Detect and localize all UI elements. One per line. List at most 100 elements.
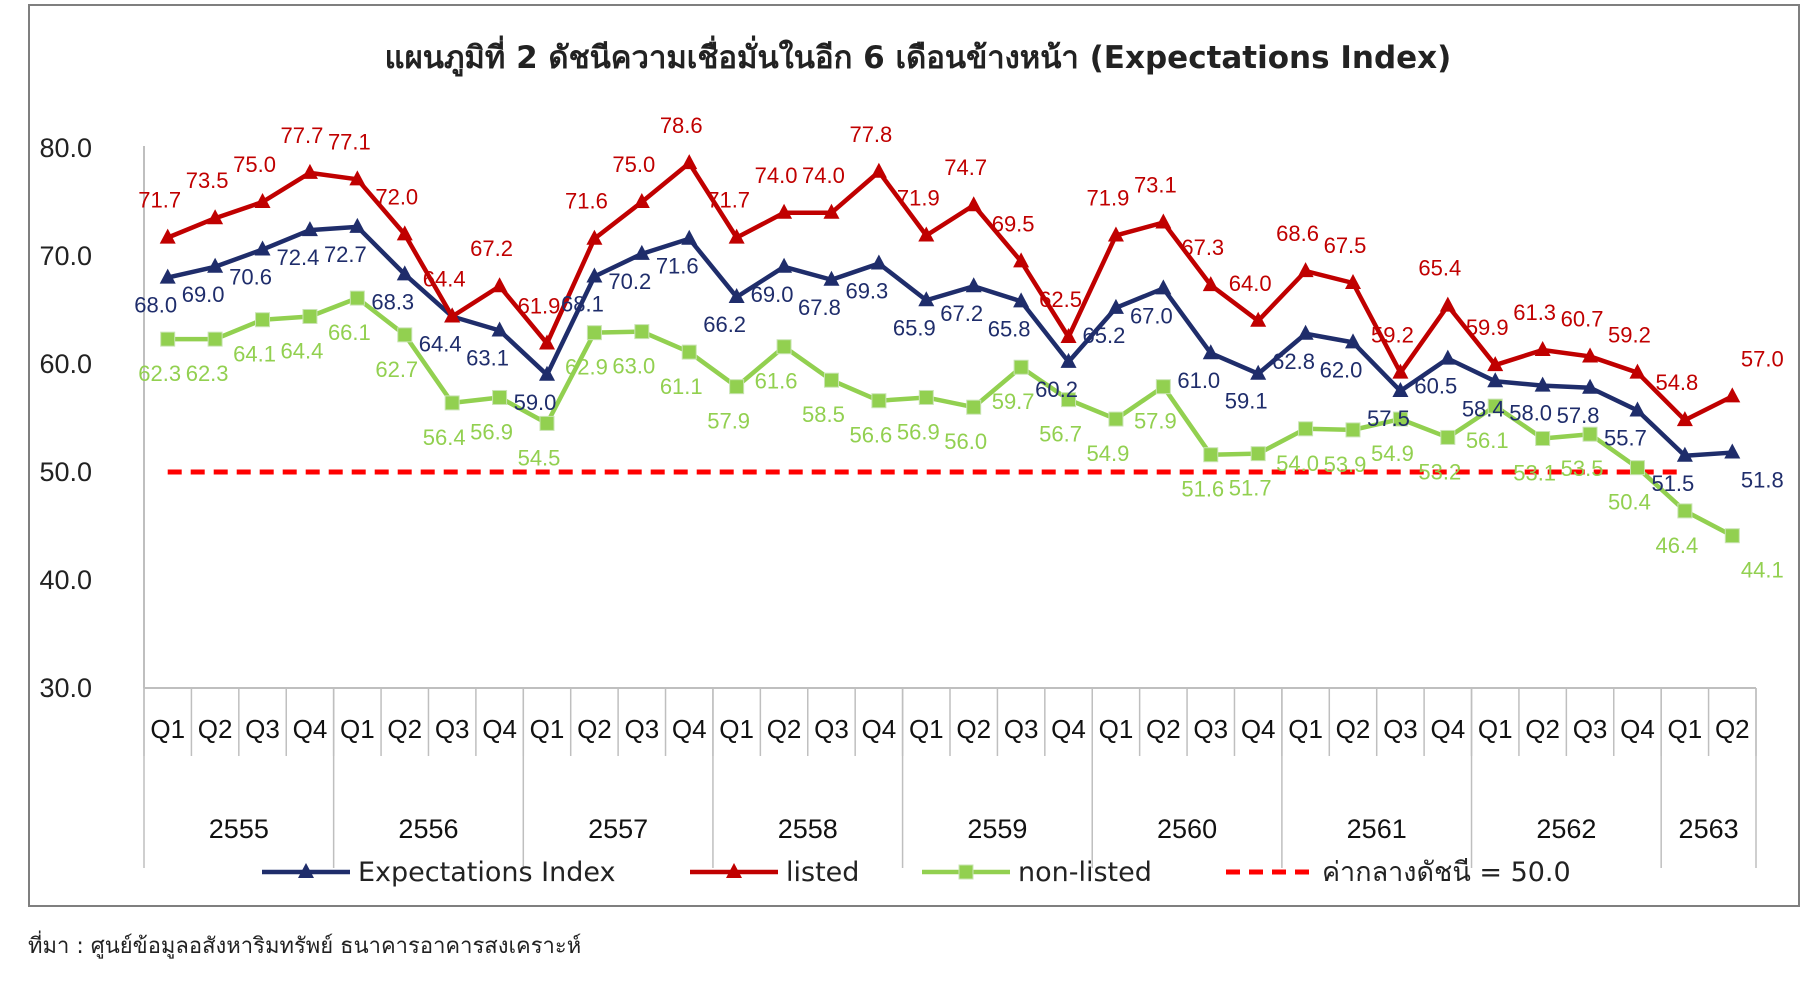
point-marker: [1107, 298, 1124, 314]
data-label: 67.5: [1324, 233, 1367, 258]
data-label: 68.0: [134, 293, 177, 318]
axes: 30.0 40.0 50.0 60.0 70.0 80.0 Q1 Q2 Q3 Q4 Q1 Q2 Q3 Q4…: [39, 133, 1757, 868]
data-label: 62.5: [1039, 287, 1082, 312]
data-labels: 62.3 62.364.1 64.466.162.756.4 56.954.562.9…: [134, 113, 1783, 583]
chart: แผนภูมิที่ 2 ดัชนีความเชื่อมั่นในอีก 6 เ…: [39, 35, 1783, 888]
data-label: 59.9: [1466, 315, 1509, 340]
point-marker: [965, 277, 982, 293]
point-marker: [1440, 429, 1456, 445]
series-line: [166, 160, 1734, 423]
data-label: 50.4: [1608, 490, 1651, 515]
point-marker: [301, 221, 318, 237]
data-label: 54.8: [1655, 370, 1698, 395]
quarter-label: Q4: [672, 714, 707, 744]
quarter-label: Q1: [1668, 714, 1703, 744]
point-marker: [1013, 252, 1030, 268]
data-label: 46.4: [1655, 533, 1698, 558]
data-label: 74.0: [802, 163, 845, 188]
quarter-label: Q4: [862, 714, 897, 744]
point-marker: [1677, 503, 1693, 519]
quarter-label: Q1: [719, 714, 754, 744]
data-label: 64.4: [423, 266, 466, 291]
series-line: [167, 224, 1733, 459]
data-label: 57.5: [1367, 406, 1410, 431]
point-marker: [444, 307, 461, 323]
data-label: 54.0: [1276, 451, 1319, 476]
quarter-label: Q2: [1336, 714, 1371, 744]
data-label: 72.4: [277, 245, 320, 270]
data-label: 65.4: [1418, 256, 1461, 281]
quarter-label: Q3: [245, 714, 280, 744]
data-label: 68.1: [561, 292, 604, 317]
quarter-label: Q1: [1099, 714, 1134, 744]
year-label: 2556: [398, 814, 458, 844]
point-marker: [918, 226, 935, 242]
point-marker: [1203, 447, 1219, 463]
data-label: 71.9: [897, 185, 940, 210]
data-label: 59.1: [1225, 389, 1268, 414]
point-marker: [965, 196, 982, 212]
point-marker: [633, 193, 650, 208]
quarter-label: Q3: [435, 714, 470, 744]
data-label: 75.0: [233, 152, 276, 177]
data-label: 59.2: [1608, 323, 1651, 348]
legend-item: ค่ากลางดัชนี = 50.0: [1226, 857, 1571, 888]
data-label: 51.6: [1181, 477, 1224, 502]
legend-label: ค่ากลางดัชนี = 50.0: [1322, 857, 1571, 888]
data-label: 65.8: [988, 316, 1031, 341]
point-marker: [1724, 387, 1741, 403]
data-label: 44.1: [1741, 558, 1784, 583]
point-marker: [207, 257, 224, 273]
data-label: 67.8: [798, 295, 841, 320]
quarter-label: Q4: [1241, 714, 1276, 744]
series-2: [160, 290, 1740, 544]
data-label: 61.1: [660, 374, 703, 399]
data-label: 74.7: [944, 155, 987, 180]
point-marker: [160, 331, 176, 347]
quarter-label: Q1: [909, 714, 944, 744]
point-marker: [1202, 276, 1219, 292]
data-label: 56.4: [423, 425, 466, 450]
data-label: 56.0: [944, 429, 987, 454]
point-marker: [1582, 426, 1598, 442]
data-label: 56.9: [470, 419, 513, 444]
data-label: 77.8: [849, 122, 892, 147]
point-marker: [1013, 292, 1030, 308]
data-label: 72.0: [375, 184, 418, 209]
series-0: [159, 217, 1741, 462]
legend-label: listed: [786, 857, 859, 888]
data-label: 68.3: [371, 289, 414, 314]
point-marker: [1487, 356, 1504, 372]
quarter-label: Q2: [767, 714, 802, 744]
y-tick-label: 30.0: [39, 673, 92, 703]
point-marker: [1297, 262, 1314, 278]
point-marker: [298, 863, 314, 878]
data-label: 56.6: [849, 423, 892, 448]
point-marker: [870, 162, 887, 178]
point-marker: [1250, 311, 1267, 327]
data-label: 71.7: [138, 188, 181, 213]
point-marker: [1487, 372, 1504, 388]
point-marker: [726, 863, 742, 878]
quarter-label: Q3: [1383, 714, 1418, 744]
data-label: 54.9: [1087, 441, 1130, 466]
point-marker: [539, 415, 555, 431]
point-marker: [1392, 363, 1409, 379]
point-marker: [255, 312, 271, 328]
quarter-label: Q3: [814, 714, 849, 744]
point-marker: [729, 379, 745, 395]
point-marker: [396, 225, 413, 241]
data-label: 55.7: [1604, 425, 1647, 450]
year-label: 2561: [1347, 814, 1407, 844]
point-marker: [1582, 347, 1599, 363]
point-marker: [349, 170, 366, 186]
point-marker: [1345, 274, 1361, 289]
point-marker: [586, 267, 603, 283]
legend-label: non-listed: [1018, 857, 1152, 888]
point-marker: [681, 229, 698, 245]
point-marker: [1392, 382, 1409, 397]
data-label: 62.3: [186, 361, 229, 386]
point-marker: [492, 389, 508, 405]
legend-item: listed: [690, 857, 859, 888]
point-marker: [823, 203, 840, 219]
